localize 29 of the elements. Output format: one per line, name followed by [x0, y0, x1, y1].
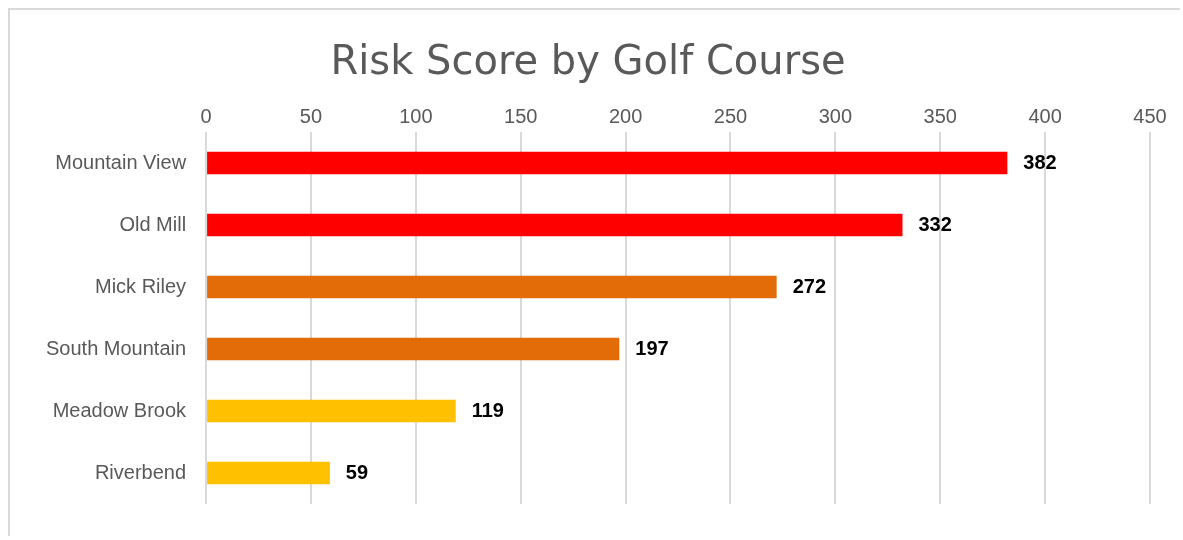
data-label: 59 [345, 460, 369, 483]
y-tick-label: Mick Riley [94, 274, 187, 297]
x-tick-label: 350 [923, 104, 957, 127]
x-tick-label: 250 [713, 104, 748, 127]
bar [207, 151, 1008, 175]
x-tick-label: 150 [504, 104, 538, 127]
chart-title: Risk Score by Golf Course [330, 37, 846, 84]
x-tick-label: 450 [1133, 104, 1167, 127]
x-tick-label: 300 [818, 104, 853, 127]
bar [207, 461, 330, 485]
x-tick-label: 200 [608, 104, 643, 127]
data-label: 332 [918, 212, 952, 235]
y-tick-label: Mountain View [55, 150, 187, 173]
y-tick-label: Riverbend [94, 460, 187, 483]
data-label: 382 [1023, 150, 1057, 173]
y-tick-label: Old Mill [119, 212, 187, 235]
bar [207, 213, 903, 237]
x-tick-label: 0 [200, 104, 212, 127]
y-tick-label: South Mountain [45, 336, 187, 359]
data-label: 197 [635, 336, 669, 359]
bar [207, 399, 456, 423]
x-tick-label: 400 [1028, 104, 1062, 127]
bar [207, 275, 777, 299]
bar [207, 337, 620, 361]
data-label: 119 [471, 398, 504, 421]
y-tick-label: Meadow Brook [52, 398, 188, 421]
data-label: 272 [792, 274, 827, 297]
x-tick-label: 50 [299, 104, 323, 127]
x-tick-label: 100 [399, 104, 433, 127]
